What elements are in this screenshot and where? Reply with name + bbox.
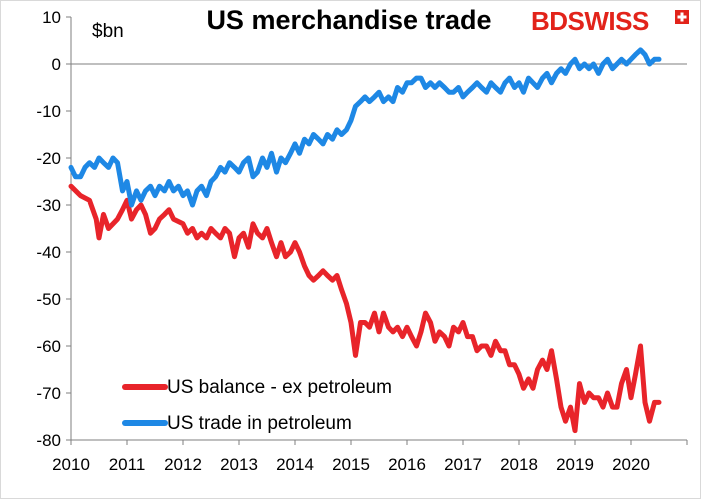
y-tick-label: 0 (52, 55, 61, 74)
swiss-cross-icon (675, 10, 689, 24)
logo-text: BDSWISS (531, 6, 649, 36)
y-tick-label: -30 (36, 196, 61, 215)
y-tick-label: -10 (36, 102, 61, 121)
y-axis: 10 0 -10 -20 -30 -40 -50 -60 -70 -80 (36, 8, 687, 450)
series-line-balance-ex-petroleum (68, 183, 662, 434)
y-tick-label: -60 (36, 337, 61, 356)
x-tick-label: 2015 (332, 455, 370, 474)
legend: US balance - ex petroleum US trade in pet… (122, 377, 392, 434)
x-tick-label: 2010 (52, 455, 90, 474)
series-line-trade-in-petroleum (68, 47, 662, 208)
x-tick-label: 2016 (388, 455, 426, 474)
x-axis: 2010 2011 2012 2013 2014 2015 2016 2017 2018 2019… (52, 439, 688, 474)
x-tick-label: 2019 (556, 455, 594, 474)
x-tick-label: 2018 (500, 455, 538, 474)
y-tick-label: -20 (36, 149, 61, 168)
y-tick-label: 10 (42, 8, 61, 27)
x-tick-label: 2020 (612, 455, 650, 474)
y-tick-label: -80 (36, 431, 61, 450)
x-tick-label: 2011 (109, 455, 146, 474)
y-tick-label: -40 (36, 243, 61, 262)
y-tick-label: -70 (36, 384, 61, 403)
legend-label: US balance - ex petroleum (167, 377, 392, 398)
x-tick-label: 2013 (220, 455, 258, 474)
x-tick-label: 2012 (164, 455, 202, 474)
bdswiss-logo: BDSWISS (531, 6, 689, 36)
y-tick-label: -50 (36, 290, 61, 309)
series-layer (68, 47, 662, 434)
y-axis-unit-label: $bn (92, 21, 124, 42)
chart-title: US merchandise trade (206, 5, 491, 35)
x-tick-label: 2014 (276, 455, 314, 474)
x-tick-label: 2017 (444, 455, 482, 474)
legend-label: US trade in petroleum (167, 413, 352, 434)
